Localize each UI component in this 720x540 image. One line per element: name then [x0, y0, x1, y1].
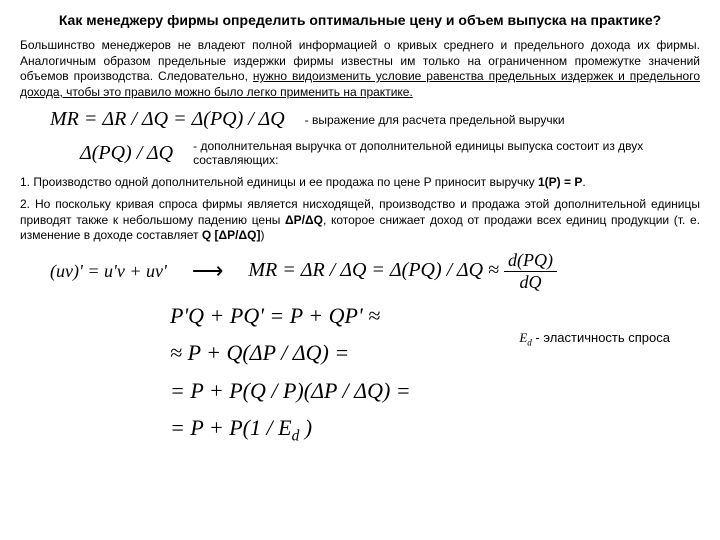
frac-den: dQ [504, 272, 557, 293]
uv-rule: (uv)' = u'v + uv' [20, 261, 167, 282]
deriv-4: = P + P(1 / Ed ) [170, 409, 700, 450]
list2-text-e: ) [260, 228, 264, 242]
ed-symbol: Ed [519, 330, 532, 345]
list1-text: 1. Производство одной дополнительной еди… [20, 175, 538, 189]
formula-1-row: MR = ΔR / ΔQ = Δ(PQ) / ΔQ - выражение дл… [20, 108, 700, 131]
intro-paragraph: Большинство менеджеров не владеют полной… [20, 38, 700, 100]
derivation-block: Ed - эластичность спроса P'Q + PQ' = P +… [20, 297, 700, 450]
formula-2-row: Δ(PQ) / ΔQ - дополнительная выручка от д… [20, 139, 700, 167]
list2-bold-2: Q [ΔP/ΔQ] [202, 228, 261, 242]
list-item-2: 2. Но поскольку кривая спроса фирмы явля… [20, 197, 700, 244]
formula-2: Δ(PQ) / ΔQ [20, 142, 193, 165]
page-title: Как менеджеру фирмы определить оптимальн… [20, 12, 700, 28]
formula-2-desc: - дополнительная выручка от дополнительн… [193, 139, 700, 167]
frac-num: d(PQ) [504, 250, 557, 272]
list1-bold: 1(P) = P [538, 175, 582, 189]
arrow-icon: ⟶ [167, 258, 249, 284]
deriv-3: = P + P(Q / P)(ΔP / ΔQ) = [170, 372, 700, 409]
ed-text: - эластичность спроса [532, 330, 670, 345]
formula-1: MR = ΔR / ΔQ = Δ(PQ) / ΔQ [20, 108, 305, 131]
mr-expansion: MR = ΔR / ΔQ = Δ(PQ) / ΔQ ≈ d(PQ)dQ [248, 250, 557, 293]
derivation-line-1: (uv)' = u'v + uv' ⟶ MR = ΔR / ΔQ = Δ(PQ)… [20, 250, 700, 293]
list-item-1: 1. Производство одной дополнительной еди… [20, 175, 700, 191]
list2-bold-1: ΔP/ΔQ [285, 213, 323, 227]
formula-1-desc: - выражение для расчета предельной выруч… [305, 113, 700, 127]
fraction: d(PQ)dQ [504, 250, 557, 293]
ed-note: Ed - эластичность спроса [519, 327, 670, 351]
mr-text: MR = ΔR / ΔQ = Δ(PQ) / ΔQ ≈ [248, 259, 504, 281]
